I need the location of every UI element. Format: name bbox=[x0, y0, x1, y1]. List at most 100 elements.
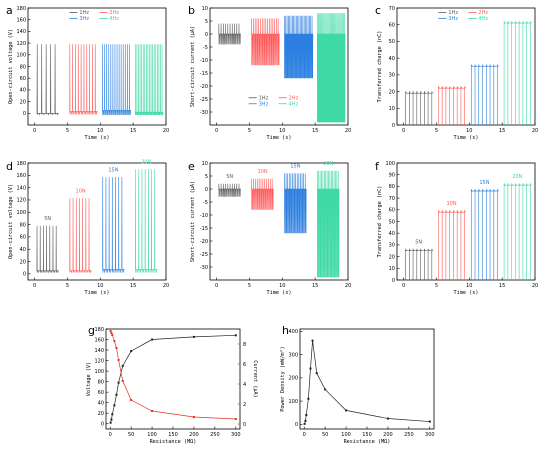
panel-label-b: b bbox=[188, 4, 195, 17]
x-tick-label: 5 bbox=[435, 128, 438, 134]
x-tick-label: 0 bbox=[33, 128, 36, 134]
plot-frame bbox=[27, 7, 167, 126]
y-tick-label: 0 bbox=[205, 187, 208, 193]
y-tick-label: 200 bbox=[288, 376, 298, 382]
plot-area bbox=[303, 339, 431, 425]
series-3Hz bbox=[102, 44, 132, 116]
series-5N bbox=[405, 248, 434, 280]
x-tick-label: 0 bbox=[33, 283, 36, 289]
series-4Hz bbox=[134, 44, 164, 116]
x-tick-label: 20 bbox=[532, 128, 538, 134]
y-tick-label: 50 bbox=[389, 219, 395, 225]
y-tick-label: 120 bbox=[94, 358, 104, 364]
y-tick-label: 10 bbox=[202, 6, 208, 12]
y-tick-label: -5 bbox=[203, 200, 208, 206]
y2-axis-label: Current (μA) bbox=[252, 360, 258, 397]
data-point bbox=[130, 399, 133, 401]
x-tick-label: 10 bbox=[279, 128, 285, 134]
y-axis-label: Open-circuit voltage (V) bbox=[8, 29, 14, 104]
plot-frame bbox=[27, 162, 167, 281]
data-point bbox=[121, 364, 124, 367]
annotation-20N: 20N bbox=[512, 174, 522, 180]
series-line-voltage bbox=[110, 334, 236, 423]
y2-tick-label: 2 bbox=[243, 402, 246, 408]
y-tick-label: 80 bbox=[98, 379, 104, 385]
y-axis-label: Transferred charge (nC) bbox=[377, 186, 383, 258]
x-tick-label: 15 bbox=[130, 128, 136, 134]
legend-label: 1Hz bbox=[79, 10, 89, 16]
y-tick-label: -15 bbox=[200, 226, 208, 232]
annotation-20N: 20N bbox=[323, 161, 333, 167]
annotation-15N: 15N bbox=[479, 180, 489, 186]
annotation-15N: 15N bbox=[108, 167, 118, 173]
x-tick-label: 10 bbox=[279, 283, 285, 289]
y-tick-label: -25 bbox=[200, 97, 208, 103]
y-tick-label: -30 bbox=[200, 265, 208, 271]
series-10N bbox=[69, 198, 92, 273]
y-tick-label: 60 bbox=[98, 390, 104, 396]
series-20N bbox=[316, 170, 340, 278]
y-tick-label: 160 bbox=[94, 337, 104, 343]
x-tick-label: 0 bbox=[402, 128, 405, 134]
data-point bbox=[151, 410, 154, 412]
series-20N bbox=[135, 169, 158, 273]
y-tick-label: 20 bbox=[20, 99, 26, 105]
series-2Hz bbox=[69, 44, 98, 115]
y-tick-label: 20 bbox=[389, 89, 395, 95]
y-tick-label: 80 bbox=[389, 184, 395, 190]
annotation-10N: 10N bbox=[76, 188, 86, 194]
data-point bbox=[324, 388, 327, 391]
x-axis-label: Time (s) bbox=[454, 135, 479, 141]
x-axis-label: Resistance (MΩ) bbox=[344, 439, 391, 445]
data-point bbox=[117, 381, 120, 384]
y-tick-label: -20 bbox=[200, 84, 208, 90]
y-tick-label: 0 bbox=[295, 422, 298, 428]
x-axis-label: Time (s) bbox=[454, 290, 479, 296]
y-tick-label: 40 bbox=[20, 247, 26, 253]
series-4Hz bbox=[316, 13, 346, 123]
x-tick-label: 0 bbox=[215, 283, 218, 289]
data-point bbox=[151, 338, 154, 341]
data-point bbox=[192, 416, 195, 418]
y-tick-label: 10 bbox=[389, 106, 395, 112]
x-axis-label: Time (s) bbox=[267, 290, 292, 296]
y-tick-label: 100 bbox=[94, 369, 104, 375]
x-tick-label: 150 bbox=[362, 432, 372, 438]
x-tick-label: 20 bbox=[163, 283, 169, 289]
legend-label: 3Hz bbox=[448, 16, 458, 22]
panel-label-g: g bbox=[88, 324, 95, 337]
y-tick-label: 140 bbox=[16, 185, 26, 191]
panel-label-e: e bbox=[188, 160, 195, 173]
x-tick-label: 15 bbox=[312, 128, 318, 134]
data-point bbox=[110, 332, 113, 334]
data-point bbox=[113, 404, 116, 407]
x-tick-label: 250 bbox=[404, 432, 414, 438]
data-point bbox=[307, 397, 310, 400]
series-20N bbox=[503, 182, 532, 280]
plot-frame bbox=[209, 162, 349, 281]
y-tick-label: 0 bbox=[392, 123, 395, 129]
x-tick-label: 20 bbox=[163, 128, 169, 134]
y-tick-label: 140 bbox=[94, 348, 104, 354]
y-axis-label: Transferred charge (nC) bbox=[377, 31, 383, 103]
y-tick-label: 0 bbox=[23, 272, 26, 278]
data-point bbox=[111, 413, 114, 416]
y-tick-label: 50 bbox=[389, 39, 395, 45]
plot-area bbox=[218, 13, 346, 123]
y-tick-label: 30 bbox=[389, 243, 395, 249]
series-5N bbox=[218, 183, 241, 197]
data-point bbox=[311, 339, 314, 342]
plot-area bbox=[218, 170, 340, 278]
y-tick-label: 5 bbox=[205, 174, 208, 180]
series-2Hz bbox=[251, 18, 280, 66]
y-tick-label: 160 bbox=[16, 18, 26, 24]
series-3Hz bbox=[284, 15, 314, 79]
x-tick-label: 10 bbox=[466, 283, 472, 289]
y-tick-label: 40 bbox=[98, 400, 104, 406]
y-tick-label: 100 bbox=[16, 210, 26, 216]
y2-tick-label: 0 bbox=[243, 422, 246, 428]
x-tick-label: 5 bbox=[66, 128, 69, 134]
x-tick-label: 0 bbox=[303, 432, 306, 438]
